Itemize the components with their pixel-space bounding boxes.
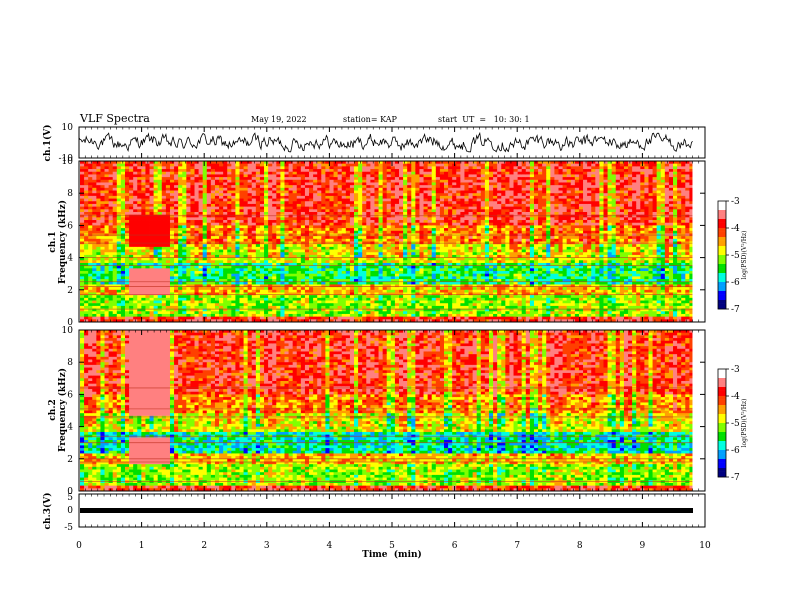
- ch2-colorbar: -3 -4 -5 -6 -7 log(PSD)(V²/Hz): [718, 365, 748, 483]
- ch2-spectrogram-image: [80, 330, 705, 491]
- ch2-freq-ytick-6: 6: [67, 390, 73, 400]
- time-tick-7: 7: [514, 541, 520, 551]
- ch2-colorbar-tick--7: -7: [731, 473, 740, 483]
- ch1-spectrogram-ylabel: ch.1: [48, 231, 58, 252]
- time-tick-10: 10: [699, 541, 711, 551]
- ch1-colorbar-tick--3: -3: [731, 197, 740, 207]
- ch1-ylabel-frequency: Frequency (kHz): [57, 200, 68, 284]
- ch1-spectrogram-image: [80, 161, 705, 322]
- ch2-freq-ytick-2: 2: [67, 455, 73, 465]
- ch1-ytick-top: 10: [62, 123, 74, 133]
- ch1-voltage-ylabel: ch.1(V): [42, 125, 53, 162]
- figure-start-time: start UT = 10: 30: 1: [438, 115, 530, 124]
- ch1-freq-ytick-4: 4: [67, 254, 73, 264]
- ch2-ylabel-frequency: Frequency (kHz): [57, 368, 68, 452]
- ch2-colorbar-tick--6: -6: [731, 446, 740, 456]
- ch1-freq-ytick-6: 6: [67, 221, 73, 231]
- time-tick-3: 3: [264, 541, 270, 551]
- ch1-colorbar-label: log(PSD)(V²/Hz): [741, 231, 748, 280]
- ch3-ytick-bottom: -5: [64, 523, 73, 533]
- ch2-freq-ytick-8: 8: [67, 358, 73, 368]
- ch3-ytick-mid: 0: [67, 506, 73, 516]
- ch1-colorbar-tick--5: -5: [731, 251, 740, 261]
- ch2-colorbar-tick--5: -5: [731, 419, 740, 429]
- ch2-colorbar-tick--4: -4: [731, 392, 740, 402]
- time-tick-4: 4: [327, 541, 333, 551]
- ch3-voltage-ylabel: ch.3(V): [42, 493, 53, 530]
- ch2-colorbar-label: log(PSD)(V²/Hz): [741, 399, 748, 448]
- ch1-colorbar-tick--4: -4: [731, 224, 740, 234]
- figure-date: May 19, 2022: [251, 115, 307, 124]
- time-tick-2: 2: [201, 541, 207, 551]
- time-axis-label: Time (min): [362, 549, 422, 560]
- vlf-spectra-figure: VLF Spectra May 19, 2022 station= KAP st…: [0, 0, 792, 612]
- time-tick-8: 8: [577, 541, 583, 551]
- ch1-colorbar-tick--7: -7: [731, 305, 740, 315]
- ch2-freq-ytick-10: 10: [62, 326, 74, 336]
- ch2-ylabel-channel: ch.2: [48, 399, 58, 420]
- ch1-freq-ytick-10: 10: [62, 157, 74, 167]
- time-tick-0: 0: [76, 541, 82, 551]
- ch1-ylabel-channel: ch.1: [48, 231, 58, 252]
- time-tick-1: 1: [139, 541, 145, 551]
- ch2-colorbar-tick--3: -3: [731, 365, 740, 375]
- ch1-colorbar: -3 -4 -5 -6 -7 log(PSD)(V²/Hz): [718, 197, 748, 315]
- time-tick-6: 6: [452, 541, 458, 551]
- ch3-voltage-trace: [80, 508, 693, 513]
- figure-title: VLF Spectra: [79, 112, 150, 125]
- ch1-colorbar-tick--6: -6: [731, 278, 740, 288]
- ch3-ytick-top: 5: [67, 493, 73, 503]
- ch1-freq-ytick-8: 8: [67, 189, 73, 199]
- ch2-freq-ytick-4: 4: [67, 423, 73, 433]
- figure-station: station= KAP: [343, 115, 398, 124]
- time-tick-9: 9: [640, 541, 646, 551]
- ch1-freq-ytick-2: 2: [67, 286, 73, 296]
